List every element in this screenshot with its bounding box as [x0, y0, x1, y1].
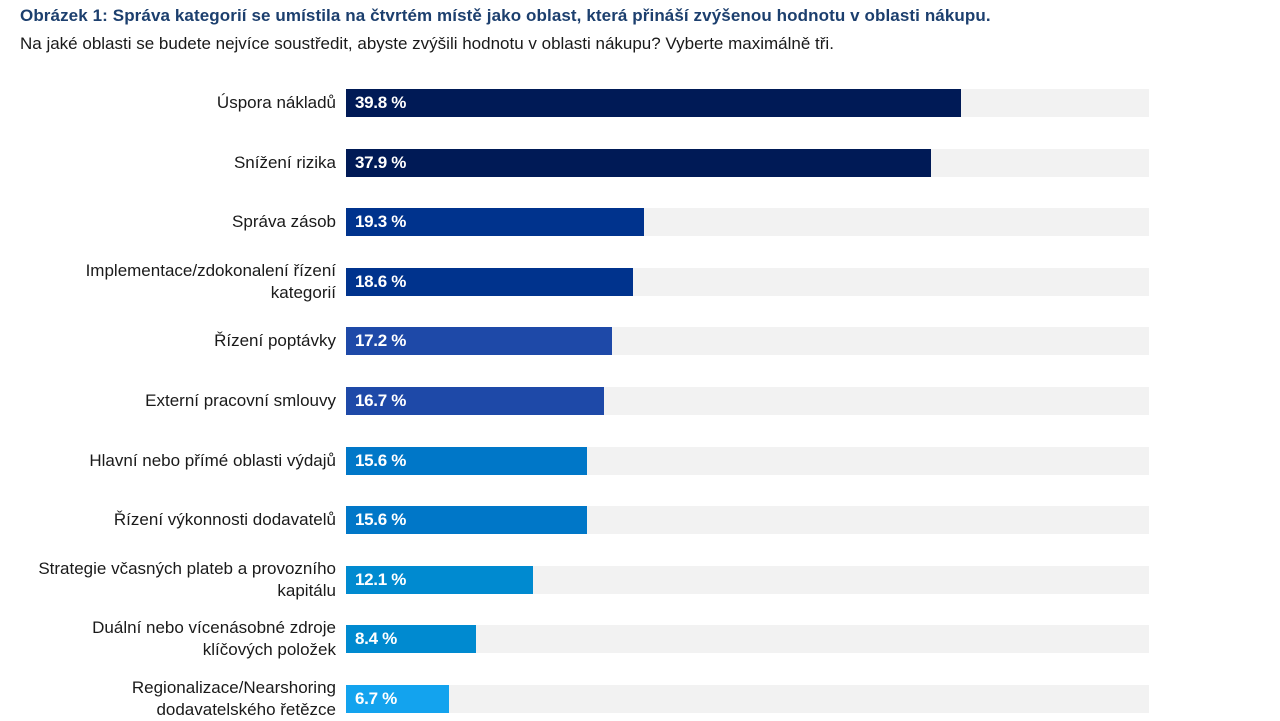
category-label: Externí pracovní smlouvy [0, 390, 336, 412]
data-label: 19.3 % [355, 212, 407, 231]
category-label-line: Regionalizace/Nearshoring [131, 678, 336, 697]
category-label-line: Správa zásob [232, 212, 336, 231]
bar [346, 625, 476, 653]
category-label-line: Externí pracovní smlouvy [145, 391, 336, 410]
data-label: 15.6 % [355, 510, 407, 529]
category-label-line: Hlavní nebo přímé oblasti výdajů [89, 451, 336, 470]
bar [346, 149, 931, 177]
data-label: 6.7 % [355, 689, 397, 708]
category-label-line: Implementace/zdokonalení řízení [85, 261, 336, 280]
data-label: 15.6 % [355, 451, 407, 470]
category-label: Duální nebo vícenásobné zdroje klíčových … [0, 617, 336, 661]
bar [346, 208, 644, 236]
category-label: Strategie včasných plateb a provozního ka… [0, 558, 336, 602]
category-label: Správa zásob [0, 211, 336, 233]
bar [346, 268, 633, 296]
bar [346, 685, 449, 713]
category-label: Hlavní nebo přímé oblasti výdajů [0, 450, 336, 472]
data-label: 17.2 % [355, 331, 407, 350]
bar [346, 566, 533, 594]
category-label-line: Snížení rizika [233, 153, 336, 172]
category-label: Regionalizace/Nearshoring dodavatelského … [0, 677, 336, 721]
category-label-line: Duální nebo vícenásobné zdroje [92, 618, 336, 637]
category-label-line: Úspora nákladů [216, 93, 336, 112]
bar-track [346, 685, 1149, 713]
category-label-line: kapitálu [277, 581, 336, 600]
data-label: 18.6 % [355, 272, 407, 291]
data-label: 39.8 % [355, 93, 407, 112]
category-label-line: kategorií [270, 283, 336, 302]
data-label: 12.1 % [355, 570, 407, 589]
category-label-line: Řízení poptávky [214, 331, 336, 350]
category-label: Řízení výkonnosti dodavatelů [0, 509, 336, 531]
bar [346, 89, 961, 117]
data-label: 37.9 % [355, 153, 407, 172]
category-label-line: Strategie včasných plateb a provozního [38, 559, 336, 578]
data-label: 16.7 % [355, 391, 407, 410]
category-label: Implementace/zdokonalení řízení kategorií [0, 260, 336, 304]
category-label-line: Řízení výkonnosti dodavatelů [113, 510, 336, 529]
bar [346, 447, 587, 475]
bar [346, 387, 604, 415]
category-label-line: dodavatelského řetězce [156, 700, 336, 719]
bar [346, 327, 612, 355]
bar [346, 506, 587, 534]
chart-title: Obrázek 1: Správa kategorií se umístila … [20, 6, 991, 25]
data-label: 8.4 % [355, 629, 397, 648]
category-label: Snížení rizika [0, 152, 336, 174]
category-label-line: klíčových položek [202, 640, 336, 659]
chart-subtitle: Na jaké oblasti se budete nejvíce soustř… [20, 34, 834, 53]
category-label: Úspora nákladů [0, 92, 336, 114]
bar-track [346, 625, 1149, 653]
category-label: Řízení poptávky [0, 330, 336, 352]
